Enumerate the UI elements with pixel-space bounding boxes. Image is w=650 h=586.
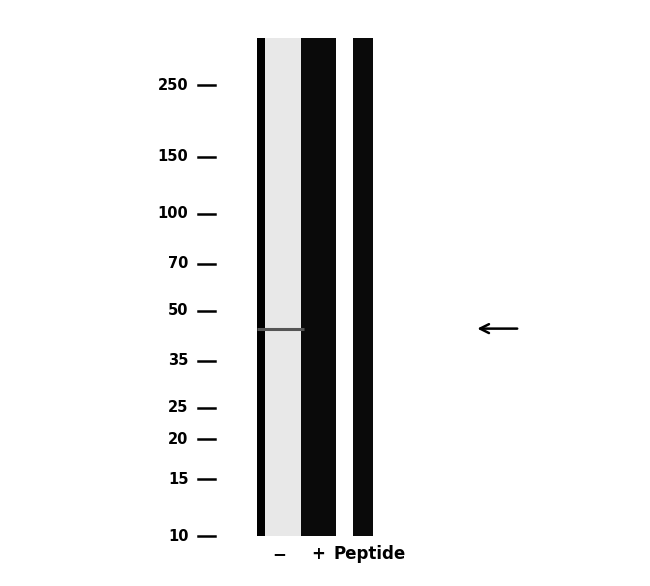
Text: 250: 250 <box>158 78 188 93</box>
Text: 15: 15 <box>168 472 188 487</box>
Text: 35: 35 <box>168 353 188 368</box>
Text: 25: 25 <box>168 400 188 415</box>
Text: Peptide: Peptide <box>333 545 406 563</box>
Text: 50: 50 <box>168 303 188 318</box>
Text: 70: 70 <box>168 256 188 271</box>
Text: 100: 100 <box>158 206 188 221</box>
Text: 20: 20 <box>168 431 188 447</box>
Bar <box>300 38 337 536</box>
Bar <box>265 38 300 536</box>
Bar <box>257 38 265 536</box>
Bar <box>353 38 374 536</box>
Text: +: + <box>311 545 326 563</box>
Text: 10: 10 <box>168 529 188 544</box>
Text: 150: 150 <box>158 149 188 164</box>
Text: −: − <box>272 545 286 563</box>
